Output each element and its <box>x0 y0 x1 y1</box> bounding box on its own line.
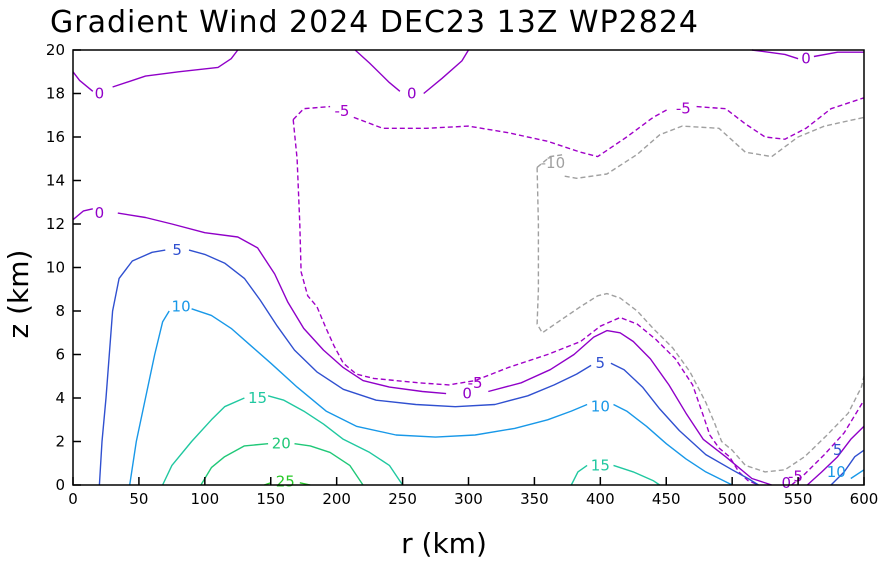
contour-line-5 <box>188 249 592 408</box>
y-tick-label: 8 <box>55 302 65 320</box>
contour-line-10 <box>613 403 733 486</box>
contour-label: -5 <box>334 102 349 120</box>
contour-line-0 <box>72 71 94 92</box>
contour-line-0 <box>354 49 401 92</box>
contour-label: 5 <box>833 441 843 459</box>
x-tick-label: 50 <box>129 490 148 508</box>
y-tick-label: 6 <box>55 346 65 364</box>
contour-label: 15 <box>591 456 610 474</box>
contour-line-5 <box>98 249 166 486</box>
contour-label: 0 <box>95 85 105 103</box>
contour-label: 0 <box>462 385 472 403</box>
contour-line-20 <box>294 443 364 486</box>
x-tick-label: 250 <box>388 490 417 508</box>
y-tick-label: 0 <box>55 476 65 494</box>
y-tick-label: 18 <box>46 85 65 103</box>
contour-line-neg5 <box>353 108 670 158</box>
contour-line-0 <box>813 51 864 58</box>
contour-label: -5 <box>468 374 483 392</box>
contour-line-0 <box>112 49 239 88</box>
contour-label: 15 <box>248 389 267 407</box>
contour-line-neg5 <box>292 105 331 121</box>
x-tick-label: 600 <box>850 490 879 508</box>
contour-label: -5 <box>788 467 803 485</box>
contour-line-0 <box>751 49 799 60</box>
contour-line-15 <box>161 397 245 486</box>
x-tick-label: 100 <box>191 490 220 508</box>
x-tick-label: 350 <box>520 490 549 508</box>
contour-line-10 <box>191 308 588 438</box>
contour-line-neg5 <box>292 119 759 486</box>
x-tick-label: 300 <box>454 490 483 508</box>
contour-line-neg5 <box>791 399 865 486</box>
contour-line-5 <box>610 362 759 486</box>
y-axis-label: z (km) <box>2 250 35 339</box>
y-tick-label: 20 <box>46 41 65 59</box>
contour-line-0 <box>72 208 93 221</box>
contour-label: 0 <box>781 474 791 492</box>
y-axis: 0 2 4 6 8 10 12 14 16 18 20 <box>46 41 81 494</box>
x-tick-label: 500 <box>718 490 747 508</box>
y-tick-label: 14 <box>46 172 65 190</box>
contour-line-0 <box>806 425 865 486</box>
x-tick-label: 150 <box>256 490 285 508</box>
contour-lines <box>72 49 865 486</box>
plot-frame <box>72 49 865 486</box>
x-axis-label: r (km) <box>401 527 487 560</box>
x-axis: 0 50 100 150 200 250 300 350 400 450 500 550 600 <box>68 477 878 508</box>
contour-line-10 <box>850 469 865 480</box>
x-tick-label: 0 <box>68 490 78 508</box>
contour-label: 0 <box>407 85 417 103</box>
contour-label: 10 <box>827 463 846 481</box>
contour-label: -10 <box>541 154 566 172</box>
y-tick-label: 16 <box>46 128 65 146</box>
x-tick-label: 450 <box>652 490 681 508</box>
y-tick-label: 12 <box>46 215 65 233</box>
contour-line-20 <box>200 443 269 486</box>
contour-line-5 <box>830 449 865 486</box>
contour-line-10 <box>129 310 170 486</box>
contour-label: 10 <box>591 398 610 416</box>
contour-line-neg5 <box>696 97 865 140</box>
contour-label: 0 <box>801 50 811 68</box>
x-tick-label: 200 <box>322 490 351 508</box>
contour-line-15 <box>570 464 588 486</box>
contour-line-0 <box>117 212 447 395</box>
y-tick-label: 2 <box>55 433 65 451</box>
contour-label: 5 <box>596 354 606 372</box>
contour-line-0 <box>488 329 772 486</box>
contour-label: -5 <box>676 100 691 118</box>
contour-line-0 <box>423 49 470 95</box>
contour-label: 25 <box>276 473 295 491</box>
y-tick-label: 4 <box>55 389 65 407</box>
x-tick-label: 550 <box>784 490 813 508</box>
y-tick-label: 10 <box>46 259 65 277</box>
contour-label: 10 <box>172 298 191 316</box>
contour-line-15 <box>613 464 661 486</box>
x-tick-label: 400 <box>586 490 615 508</box>
contour-label: 20 <box>272 435 291 453</box>
contour-label: 5 <box>172 241 182 259</box>
contour-label: 0 <box>95 204 105 222</box>
contour-line-neg10 <box>536 167 865 473</box>
chart-title: Gradient Wind 2024 DEC23 13Z WP2824 <box>50 5 699 40</box>
contour-line-15 <box>267 395 404 486</box>
contour-line-neg10 <box>536 153 565 168</box>
